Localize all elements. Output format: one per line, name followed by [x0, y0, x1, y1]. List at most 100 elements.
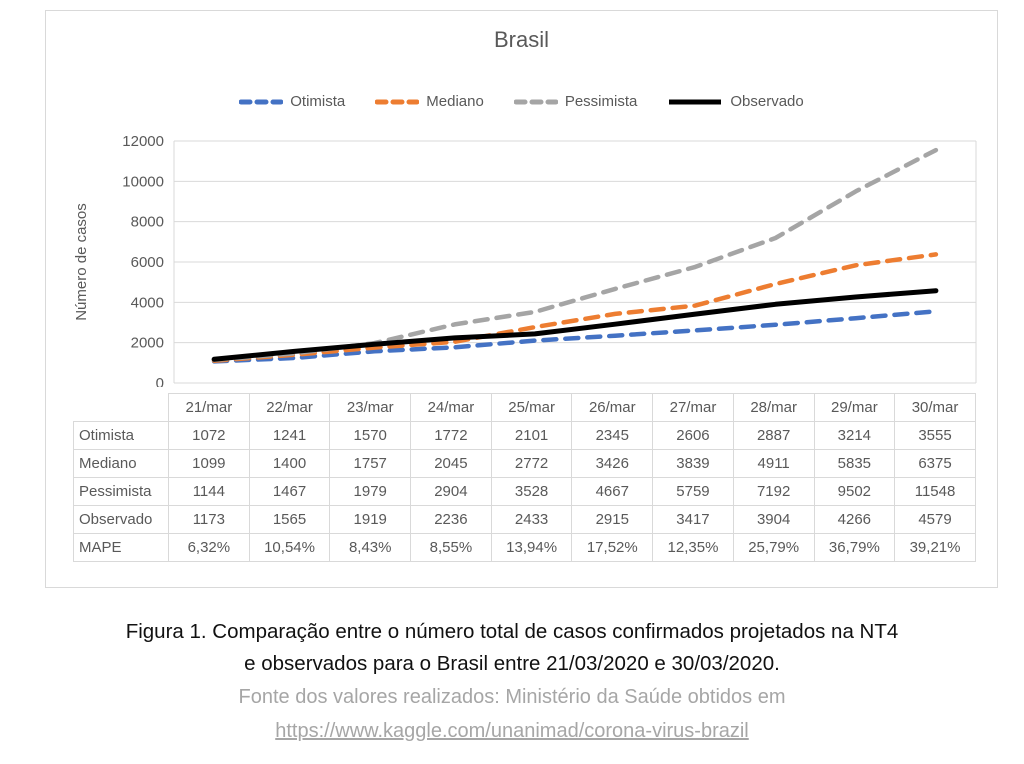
table-row-pessimista: Pessimista 1144 1467 1979 2904 3528 4667 5759 71…: [73, 477, 976, 506]
table-cell: 2345: [571, 421, 654, 450]
table-cell: 2915: [571, 505, 654, 534]
legend-dashed-line-icon: [513, 99, 558, 104]
table-cell: 8,43%: [329, 533, 412, 562]
y-tick-label: 2000: [131, 335, 164, 352]
table-cell: 6,32%: [168, 533, 250, 562]
table-header-row: 21/mar 22/mar 23/mar 24/mar 25/mar 26/mar 27/m…: [74, 393, 976, 422]
legend-item-mediano: Mediano: [375, 93, 484, 110]
table-cell: 1099: [168, 449, 250, 478]
y-tick-label: 0: [156, 375, 164, 387]
table-cell: 11548: [894, 477, 976, 506]
legend-item-observado: Observado: [667, 93, 804, 110]
table-cell: 3528: [490, 477, 573, 506]
legend-dashed-line-icon: [375, 99, 420, 104]
table-cell: 3426: [571, 449, 654, 478]
table-cell: 3214: [813, 421, 896, 450]
table-cell: 1467: [248, 477, 331, 506]
table-cell: 1173: [168, 505, 250, 534]
column-header: 27/mar: [652, 393, 734, 422]
table-cell: 6375: [894, 449, 976, 478]
chart-legend: Otimista Mediano Pessimista Observado: [46, 93, 997, 110]
table-cell: 8,55%: [410, 533, 492, 562]
y-tick-label: 8000: [131, 214, 164, 231]
column-header: 21/mar: [168, 393, 250, 422]
table-cell: 2772: [490, 449, 573, 478]
column-header: 26/mar: [571, 393, 654, 422]
table-cell: 1241: [248, 421, 331, 450]
table-cell: 1072: [168, 421, 250, 450]
table-cell: 3417: [652, 505, 734, 534]
legend-label: Otimista: [290, 93, 346, 110]
legend-item-pessimista: Pessimista: [513, 93, 638, 110]
y-tick-label: 4000: [131, 294, 164, 311]
y-axis-label: Número de casos: [73, 203, 90, 321]
chart-title: Brasil: [493, 27, 549, 52]
figure-caption: Figura 1. Comparação entre o número tota…: [0, 616, 1024, 748]
data-table: 21/mar 22/mar 23/mar 24/mar 25/mar 26/mar 27/m…: [73, 393, 976, 562]
column-header: 30/mar: [894, 393, 976, 422]
table-cell: 1400: [248, 449, 331, 478]
table-cell: 4266: [813, 505, 896, 534]
caption-source-text: Fonte dos valores realizados: Ministério…: [238, 686, 786, 708]
table-cell: 1565: [248, 505, 331, 534]
table-row-mediano: Mediano 1099 1400 1757 2045 2772 3426 3839 4911 5…: [73, 449, 976, 478]
table-cell: 4911: [732, 449, 815, 478]
series-line-mediano: [211, 252, 939, 364]
legend-solid-line-icon: [669, 99, 722, 104]
table-cell: 5835: [813, 449, 896, 478]
column-header: 23/mar: [329, 393, 412, 422]
table-row-mape: MAPE 6,32% 10,54% 8,43% 8,55% 13,94% 17,52% 12,…: [73, 533, 976, 562]
y-tick-label: 6000: [131, 254, 164, 271]
row-label: Otimista: [73, 421, 169, 450]
table-cell: 3839: [652, 449, 734, 478]
caption-line-1: Figura 1. Comparação entre o número tota…: [125, 620, 899, 643]
row-label: Mediano: [73, 449, 169, 478]
row-label: Observado: [73, 505, 169, 534]
table-cell: 25,79%: [732, 533, 815, 562]
table-cell: 1144: [168, 477, 250, 506]
table-cell: 2433: [490, 505, 573, 534]
legend-label: Pessimista: [564, 93, 638, 110]
table-cell: 1757: [329, 449, 412, 478]
table-row-observado: Observado 1173 1565 1919 2236 2433 2915 3417 390…: [73, 505, 976, 534]
table-cell: 3555: [894, 421, 976, 450]
row-label: Pessimista: [73, 477, 169, 506]
table-cell: 1570: [329, 421, 412, 450]
column-header: 24/mar: [410, 393, 492, 422]
table-cell: 12,35%: [652, 533, 734, 562]
table-cell: 36,79%: [813, 533, 896, 562]
legend-label: Observado: [730, 93, 804, 110]
table-cell: 1919: [329, 505, 412, 534]
table-cell: 2904: [410, 477, 492, 506]
table-cell: 1772: [410, 421, 492, 450]
data-table-body: 21/mar 22/mar 23/mar 24/mar 25/mar 26/mar 27/m…: [73, 393, 976, 562]
table-cell: 2045: [410, 449, 492, 478]
row-label: MAPE: [73, 533, 169, 562]
table-cell: 2606: [652, 421, 734, 450]
table-cell: 2101: [490, 421, 573, 450]
legend-label: Mediano: [426, 93, 484, 110]
series-line-observado: [211, 288, 939, 362]
table-row-otimista: Otimista 1072 1241 1570 1772 2101 2345 2606 2887…: [73, 421, 976, 450]
chart-box: Brasil Otimista Mediano Pessimista Observad…: [45, 10, 998, 588]
table-cell: 5759: [652, 477, 734, 506]
legend-item-otimista: Otimista: [239, 93, 345, 110]
legend-dashed-line-icon: [239, 99, 284, 104]
column-header: 25/mar: [490, 393, 573, 422]
source-url-link[interactable]: https://www.kaggle.com/unanimad/corona-v…: [275, 720, 749, 742]
table-cell: 7192: [732, 477, 815, 506]
y-tick-label: 12000: [122, 133, 164, 150]
table-cell: 2236: [410, 505, 492, 534]
table-cell: 1979: [329, 477, 412, 506]
table-cell: 4579: [894, 505, 976, 534]
table-cell: 2887: [732, 421, 815, 450]
table-cell: 39,21%: [894, 533, 976, 562]
table-cell: 3904: [732, 505, 815, 534]
column-header: 28/mar: [732, 393, 815, 422]
table-cell: 17,52%: [571, 533, 654, 562]
series-line-otimista: [211, 309, 939, 364]
line-chart: 12000 10000 8000 6000 4000 2000 0 Número de cas…: [73, 133, 977, 387]
table-cell: 4667: [571, 477, 654, 506]
y-tick-label: 10000: [122, 173, 164, 190]
table-corner-cell: [74, 394, 169, 422]
